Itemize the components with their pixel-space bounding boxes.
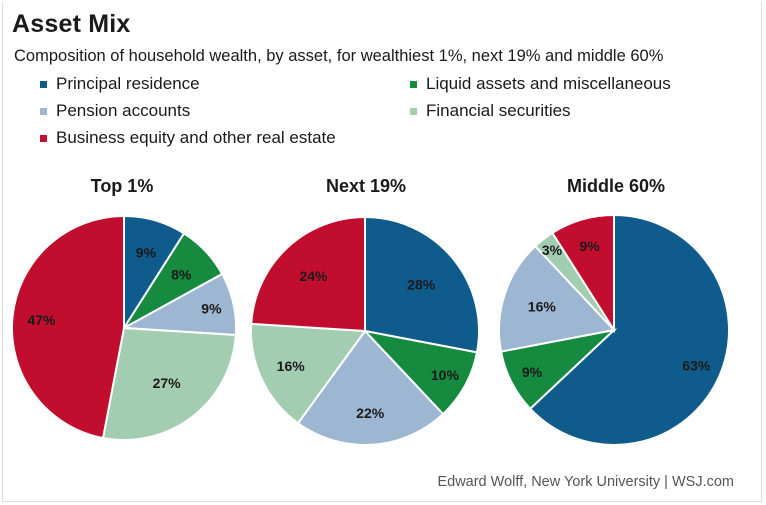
pie-label-liquid-assets: 10% bbox=[431, 367, 460, 383]
pie-slice-principal-residence bbox=[364, 215, 480, 354]
pie-label-pension-accounts: 22% bbox=[356, 405, 385, 421]
pie-label-business-equity: 9% bbox=[579, 238, 600, 254]
legend-swatch bbox=[410, 80, 417, 88]
pie-label-principal-residence: 9% bbox=[136, 245, 157, 261]
pie-label-pension-accounts: 16% bbox=[528, 299, 557, 315]
pie-label-liquid-assets: 9% bbox=[522, 364, 543, 380]
legend-label: Pension accounts bbox=[56, 101, 191, 120]
pie-slice-financial-securities bbox=[101, 326, 237, 441]
legend-item-liquid-assets: Liquid assets and miscellaneous bbox=[410, 74, 671, 94]
pie-slice-pension-accounts bbox=[498, 244, 616, 353]
legend-item-business-equity: Business equity and other real estate bbox=[40, 128, 336, 148]
pie-label-business-equity: 47% bbox=[27, 312, 56, 328]
pie-slice-pension-accounts bbox=[296, 329, 445, 446]
pie-slice-financial-securities bbox=[250, 322, 367, 425]
chart-subtitle: Composition of household wealth, by asse… bbox=[14, 47, 664, 65]
legend-item-pension-accounts: Pension accounts bbox=[40, 101, 190, 121]
pie-slice-liquid-assets bbox=[362, 329, 479, 416]
legend-swatch bbox=[40, 80, 47, 88]
pie-label-financial-securities: 16% bbox=[277, 358, 306, 374]
pie-label-financial-securities: 27% bbox=[153, 375, 182, 391]
pie-label-pension-accounts: 9% bbox=[201, 301, 222, 317]
legend-label: Financial securities bbox=[426, 101, 571, 120]
pie-label-financial-securities: 3% bbox=[542, 242, 563, 258]
pie-label-principal-residence: 63% bbox=[682, 358, 711, 374]
pie-title-middle-60: Middle 60% bbox=[566, 176, 666, 196]
pie-slice-business-equity bbox=[10, 214, 125, 440]
legend-swatch bbox=[40, 134, 47, 142]
pie-label-business-equity: 24% bbox=[299, 268, 328, 284]
pie-label-liquid-assets: 8% bbox=[171, 266, 192, 282]
pie-slice-principal-residence bbox=[528, 213, 730, 446]
legend-label: Principal residence bbox=[56, 74, 200, 93]
pie-title-top-1: Top 1% bbox=[90, 176, 154, 196]
chart-title: Asset Mix bbox=[12, 10, 131, 38]
pie-title-next-19: Next 19% bbox=[325, 176, 407, 196]
legend-swatch bbox=[410, 107, 417, 115]
source-credit: Edward Wolff, New York University | WSJ.… bbox=[437, 474, 734, 490]
legend-label: Business equity and other real estate bbox=[56, 128, 336, 147]
legend-item-financial-securities: Financial securities bbox=[410, 101, 571, 121]
legend-item-principal-residence: Principal residence bbox=[40, 74, 200, 94]
legend-swatch bbox=[40, 107, 47, 115]
pie-slice-business-equity bbox=[550, 213, 615, 334]
pie-slice-business-equity bbox=[250, 215, 366, 333]
legend-label: Liquid assets and miscellaneous bbox=[426, 74, 671, 93]
pie-label-principal-residence: 28% bbox=[407, 277, 436, 293]
